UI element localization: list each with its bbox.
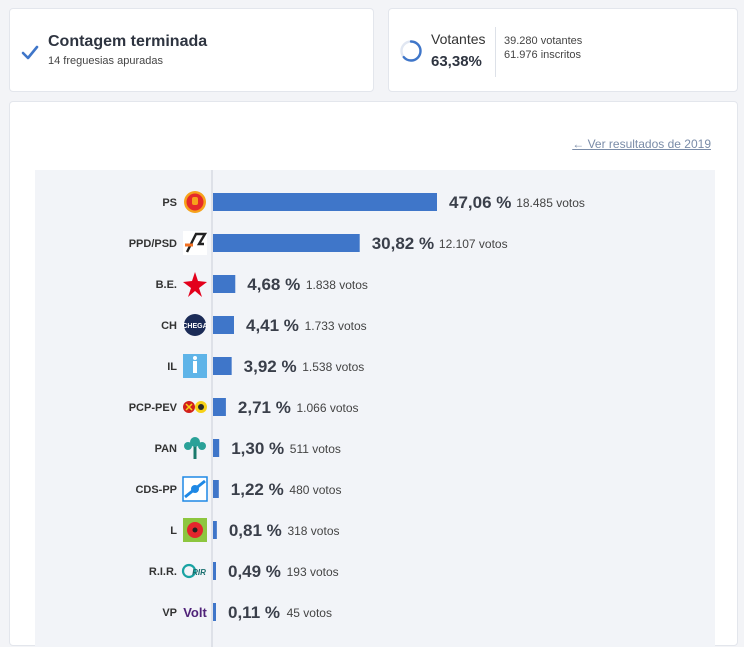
votes-label: 45 votos: [287, 606, 332, 620]
result-row: IL 3,92 % 1.538 votos: [167, 354, 364, 378]
result-row: CH CHEGA 4,41 % 1.733 votos: [161, 314, 367, 336]
votes-label: 1.838 votos: [306, 278, 368, 292]
party-label: IL: [167, 361, 177, 373]
chega-logo-icon-part: [184, 314, 206, 336]
percent-label: 2,71 %: [238, 398, 291, 417]
be-logo-icon-part: [183, 272, 207, 297]
bar: [213, 357, 232, 375]
result-row: PS 47,06 % 18.485 votos: [162, 191, 585, 213]
votes-label: 318 votos: [287, 524, 339, 538]
percent-label: 1,30 %: [231, 439, 284, 458]
bar: [213, 193, 437, 211]
bar: [213, 480, 219, 498]
percent-label: 0,49 %: [228, 562, 281, 581]
turnout-divider: [495, 27, 496, 77]
cdu-logo-icon: [183, 401, 207, 413]
results-chart: PS 47,06 % 18.485 votos PPD/PSD 30,82 % 12.10…: [35, 170, 715, 647]
il-logo-icon: [183, 354, 207, 378]
previous-results-link[interactable]: ← Ver resultados de 2019: [572, 137, 711, 151]
votes-label: 18.485 votos: [516, 196, 585, 210]
chega-logo-icon-text: CHEGA: [182, 323, 207, 330]
rir-logo-icon: RIR: [181, 563, 206, 579]
party-label: PPD/PSD: [129, 238, 177, 250]
registered-count: 61.976 inscritos: [504, 49, 582, 61]
cds-logo-icon: [182, 476, 208, 502]
party-label: B.E.: [156, 279, 177, 291]
votes-label: 480 votos: [289, 483, 341, 497]
cdu-logo-icon-part: [185, 403, 193, 411]
check-icon: [21, 45, 39, 60]
volt-logo-icon: Volt: [183, 605, 207, 620]
bar: [213, 316, 234, 334]
result-row: PCP-PEV 2,71 % 1.066 votos: [129, 398, 359, 417]
volt-logo-icon-text: Volt: [183, 605, 207, 620]
result-row: PPD/PSD 30,82 % 12.107 votos: [129, 231, 508, 255]
psd-logo-icon: [183, 231, 208, 255]
il-logo-icon-part: [193, 356, 197, 360]
turnout-percent: 63,38%: [431, 53, 482, 70]
result-row: R.I.R. RIR 0,49 % 193 votos: [149, 562, 339, 581]
ps-logo-icon: [184, 191, 206, 213]
percent-label: 0,81 %: [229, 521, 282, 540]
percent-label: 30,82 %: [372, 234, 434, 253]
result-row: B.E. 4,68 % 1.838 votos: [156, 272, 368, 297]
party-label: CH: [161, 320, 177, 332]
result-row: PAN 1,30 % 511 votos: [155, 437, 341, 459]
result-row: VP Volt 0,11 % 45 votos: [162, 603, 332, 622]
cdu-logo-icon-part: [198, 404, 204, 410]
party-label: PCP-PEV: [129, 402, 178, 414]
votes-label: 1.733 votos: [305, 319, 367, 333]
status-title: Contagem terminada: [48, 33, 208, 50]
livre-logo-icon: [183, 518, 207, 542]
bar: [213, 521, 217, 539]
result-row: CDS-PP 1,22 % 480 votos: [135, 476, 341, 502]
pan-logo-icon-part: [184, 442, 192, 450]
result-row: L 0,81 % 318 votos: [170, 518, 340, 542]
party-label: PS: [162, 197, 177, 209]
pan-logo-icon-part: [198, 442, 206, 450]
party-label: VP: [162, 607, 177, 619]
voters-count: 39.280 votantes: [504, 35, 583, 47]
percent-label: 0,11 %: [228, 603, 280, 622]
results-bar-chart: PS 47,06 % 18.485 votos PPD/PSD 30,82 % 12.10…: [129, 170, 585, 647]
bar: [213, 562, 216, 580]
pan-logo-icon-part: [190, 437, 200, 447]
il-logo-icon-part: [193, 361, 197, 373]
chega-logo-icon: CHEGA: [182, 314, 208, 336]
votes-label: 1.538 votos: [302, 360, 364, 374]
bar: [213, 603, 216, 621]
party-label: CDS-PP: [135, 484, 177, 496]
bar: [213, 398, 226, 416]
turnout-progress-ring-icon: [400, 40, 422, 62]
party-label: PAN: [155, 443, 177, 455]
bar: [213, 275, 236, 293]
status-card: Contagem terminada 14 freguesias apurada…: [9, 8, 374, 92]
status-subtitle: 14 freguesias apuradas: [48, 55, 163, 67]
percent-label: 3,92 %: [244, 357, 297, 376]
percent-label: 1,22 %: [231, 480, 284, 499]
psd-logo-icon-part: [185, 232, 208, 253]
rir-logo-icon-text: RIR: [192, 568, 206, 577]
livre-logo-icon-part: [192, 527, 198, 533]
bar: [213, 234, 360, 252]
votes-label: 193 votos: [287, 565, 339, 579]
votes-label: 1.066 votos: [296, 401, 358, 415]
rir-logo-icon-part: [181, 563, 197, 579]
votes-label: 12.107 votos: [439, 237, 508, 251]
pan-logo-icon: [184, 437, 206, 459]
party-label: R.I.R.: [149, 566, 177, 578]
cds-logo-icon-part: [191, 485, 199, 493]
ps-logo-icon-part: [192, 197, 198, 205]
bar: [213, 439, 220, 457]
votes-label: 511 votos: [290, 442, 341, 456]
be-logo-icon: [183, 272, 207, 297]
turnout-card: Votantes 63,38% 39.280 votantes 61.976 i…: [388, 8, 738, 92]
percent-label: 4,41 %: [246, 316, 299, 335]
percent-label: 47,06 %: [449, 193, 511, 212]
turnout-label: Votantes: [431, 31, 486, 47]
pan-logo-icon-part: [193, 446, 197, 459]
results-card: ← Ver resultados de 2019 PS 47,06 % 18.485…: [9, 101, 738, 647]
percent-label: 4,68 %: [247, 275, 300, 294]
party-label: L: [170, 525, 177, 537]
